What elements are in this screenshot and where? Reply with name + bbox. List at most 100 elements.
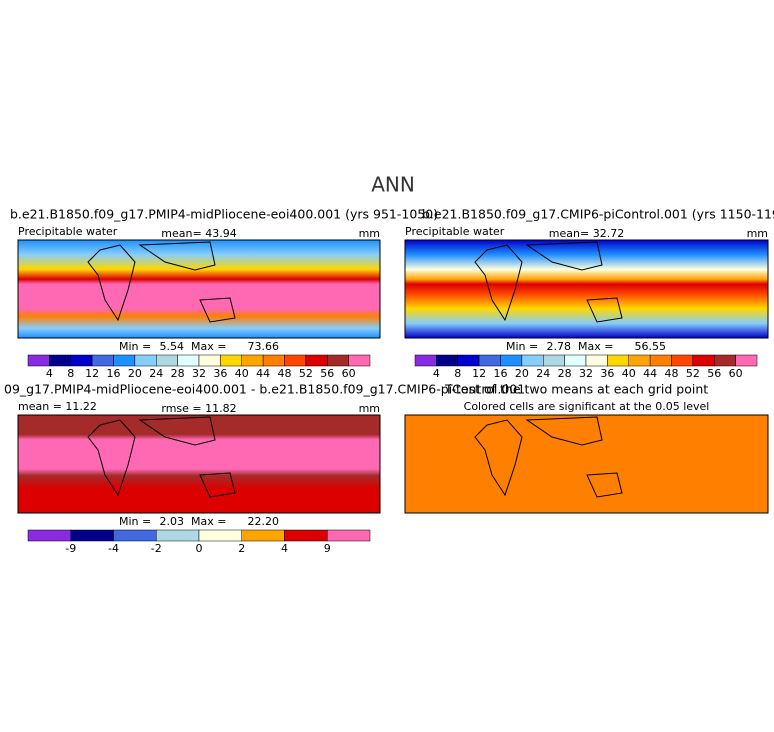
colorbar-box — [241, 354, 264, 367]
colorbar-box — [414, 354, 437, 367]
colorbar-box — [607, 354, 629, 367]
left-string: Precipitable water — [405, 225, 505, 238]
colorbar-label: 12 — [472, 367, 486, 380]
colorbar-label: 40 — [622, 367, 636, 380]
min-value: 5.54 — [160, 340, 185, 353]
panel-title: 09_g17.PMIP4-midPliocene-eoi400.001 - b.… — [4, 382, 525, 397]
colorbar-label: 20 — [128, 367, 142, 380]
colorbar-label: 36 — [213, 367, 227, 380]
max-label: Max = — [578, 340, 613, 353]
colorbar-label: 16 — [494, 367, 508, 380]
colorbar-box — [714, 354, 736, 367]
colorbar-box — [500, 354, 523, 367]
colorbar-label: 44 — [643, 367, 657, 380]
colorbar-label: 8 — [67, 367, 74, 380]
max-value: 22.20 — [248, 515, 280, 528]
colorbar-label: 24 — [536, 367, 550, 380]
colorbar-label: 28 — [171, 367, 185, 380]
colorbar-label: 40 — [235, 367, 249, 380]
colorbar-box — [543, 354, 565, 367]
colorbar-box — [113, 529, 157, 542]
max-value: 73.66 — [248, 340, 280, 353]
colorbar-box — [27, 529, 71, 542]
colorbar-box — [241, 529, 285, 542]
colorbar-box — [284, 529, 328, 542]
panel-title: T-test of the two means at each grid poi… — [444, 382, 708, 397]
colorbar-label: 48 — [665, 367, 679, 380]
colorbar-label: 4 — [46, 367, 53, 380]
colorbar-box — [70, 529, 114, 542]
colorbar-label: 12 — [85, 367, 99, 380]
colorbar-label: 2 — [238, 542, 245, 555]
colorbar-box — [113, 354, 136, 367]
colorbar-box — [671, 354, 694, 367]
min-label: Min = — [506, 340, 538, 353]
panel-subtitle: Colored cells are significant at the 0.0… — [464, 400, 710, 413]
colorbar-box — [177, 354, 200, 367]
colorbar-label: -9 — [65, 542, 76, 555]
colorbar-box — [457, 354, 480, 367]
colorbar-label: 36 — [600, 367, 614, 380]
colorbar-box — [91, 354, 114, 367]
colorbar-box — [198, 354, 221, 367]
max-label: Max = — [191, 340, 226, 353]
colorbar-box — [585, 354, 608, 367]
colorbar-box — [649, 354, 672, 367]
center-string: rmse = 11.82 — [161, 402, 236, 415]
right-string: mm — [747, 227, 768, 240]
colorbar-label: 56 — [320, 367, 334, 380]
map — [17, 239, 381, 339]
colorbar-box — [327, 529, 371, 542]
colorbar-box — [198, 529, 242, 542]
colorbar-box — [70, 354, 93, 367]
colorbar-box — [49, 354, 71, 367]
map — [404, 414, 769, 514]
min-value: 2.03 — [160, 515, 185, 528]
colorbar-box — [436, 354, 458, 367]
colorbar-box — [564, 354, 587, 367]
colorbar-label: 32 — [192, 367, 206, 380]
coastlines — [87, 241, 623, 498]
colorbar-box — [327, 354, 349, 367]
colorbar-label: 44 — [256, 367, 270, 380]
colorbar-label: 20 — [515, 367, 529, 380]
colorbar-label: 52 — [686, 367, 700, 380]
right-string: mm — [359, 402, 380, 415]
colorbar-label: 0 — [196, 542, 203, 555]
colorbar-box — [156, 529, 200, 542]
colorbar-label: 32 — [579, 367, 593, 380]
colorbar-box — [27, 354, 50, 367]
colorbar-box — [305, 354, 328, 367]
center-string: mean= 32.72 — [549, 227, 624, 240]
colorbar-box — [348, 354, 371, 367]
max-value: 56.55 — [635, 340, 667, 353]
colorbar-label: 60 — [342, 367, 356, 380]
max-label: Max = — [191, 515, 226, 528]
colorbar-label: 28 — [558, 367, 572, 380]
colorbar-label: 9 — [324, 542, 331, 555]
min-label: Min = — [119, 515, 151, 528]
min-value: 2.78 — [547, 340, 572, 353]
colorbar-box — [134, 354, 157, 367]
right-string: mm — [359, 227, 380, 240]
colorbar-box — [220, 354, 242, 367]
colorbar-label: -4 — [108, 542, 119, 555]
colorbar-box — [478, 354, 501, 367]
colorbar-label: 48 — [278, 367, 292, 380]
colorbar-label: 56 — [707, 367, 721, 380]
colorbar-box — [628, 354, 651, 367]
colorbar-label: 24 — [149, 367, 163, 380]
map — [17, 414, 381, 514]
center-string: mean= 43.94 — [161, 227, 236, 240]
colorbar-label: 4 — [281, 542, 288, 555]
panel-title: b.e21.B1850.f09_g17.PMIP4-midPliocene-eo… — [10, 207, 438, 222]
figure-title: ANN — [371, 173, 415, 197]
colorbar-box — [735, 354, 758, 367]
panel-title: b.e21.B1850.f09_g17.CMIP6-piControl.001 … — [422, 207, 774, 222]
colorbar-box — [262, 354, 285, 367]
left-string: mean = 11.22 — [18, 400, 97, 413]
map — [404, 239, 769, 339]
min-label: Min = — [119, 340, 151, 353]
colorbar-label: 52 — [299, 367, 313, 380]
